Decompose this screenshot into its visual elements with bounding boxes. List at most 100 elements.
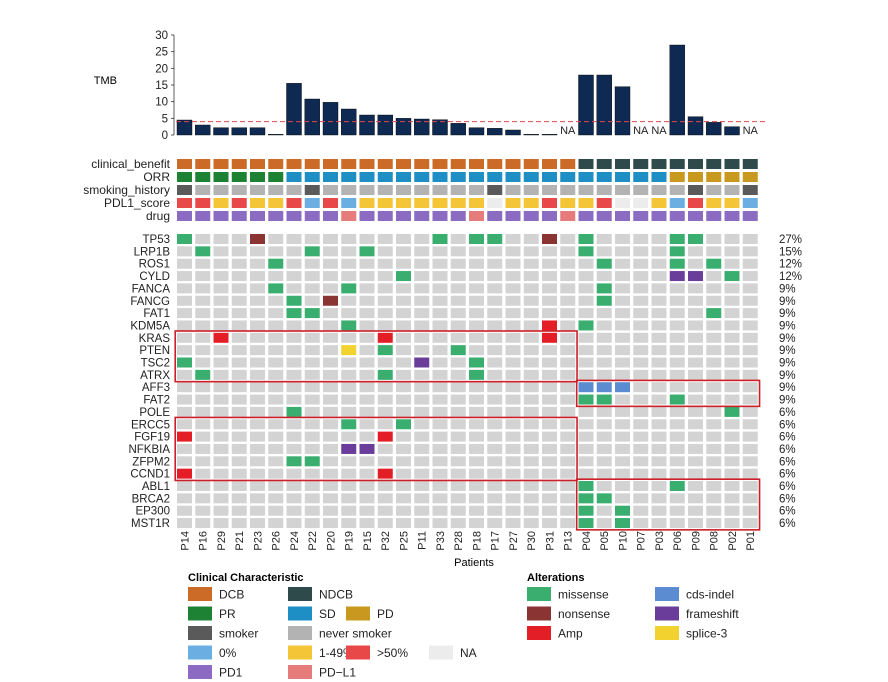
- empty-cell: [414, 320, 430, 331]
- empty-cell: [633, 406, 649, 417]
- empty-cell: [523, 468, 539, 479]
- empty-cell: [560, 419, 576, 430]
- empty-cell: [286, 419, 302, 430]
- empty-cell: [487, 518, 503, 529]
- empty-cell: [323, 456, 338, 467]
- clinical-cell: [469, 198, 484, 208]
- empty-cell: [195, 443, 211, 454]
- empty-cell: [377, 246, 393, 257]
- clinical-cell: [304, 211, 320, 221]
- clinical-cell: [323, 159, 338, 169]
- empty-cell: [724, 419, 740, 430]
- empty-cell: [633, 394, 649, 405]
- empty-cell: [250, 481, 265, 491]
- empty-cell: [377, 308, 393, 319]
- empty-cell: [469, 345, 484, 356]
- patient-label: P10: [618, 531, 630, 551]
- empty-cell: [706, 431, 722, 442]
- empty-cell: [688, 308, 703, 319]
- empty-cell: [706, 493, 722, 504]
- empty-cell: [341, 295, 357, 306]
- empty-cell: [560, 357, 576, 368]
- alteration-cell: [304, 308, 320, 319]
- empty-cell: [596, 456, 612, 467]
- empty-cell: [669, 345, 685, 356]
- empty-cell: [359, 493, 375, 504]
- empty-cell: [578, 369, 594, 380]
- empty-cell: [651, 468, 667, 479]
- gene-percent: 6%: [779, 493, 796, 505]
- tmb-bar: [304, 98, 320, 136]
- empty-cell: [669, 468, 685, 479]
- clinical-cell: [177, 159, 192, 169]
- patient-label: P02: [727, 531, 739, 551]
- empty-cell: [195, 431, 211, 442]
- empty-cell: [213, 320, 229, 331]
- empty-cell: [231, 443, 247, 454]
- clinical-cell: [560, 185, 576, 195]
- clinical-cell: [669, 185, 685, 195]
- empty-cell: [177, 258, 192, 269]
- gene-percent: 27%: [779, 234, 802, 246]
- empty-cell: [286, 394, 302, 405]
- alteration-cell: [542, 332, 557, 343]
- clinical-cell: [469, 159, 484, 169]
- alteration-cell: [578, 246, 594, 257]
- empty-cell: [742, 234, 758, 244]
- empty-cell: [487, 505, 503, 516]
- empty-cell: [377, 481, 393, 491]
- gene-label: ROS1: [139, 259, 170, 271]
- clinical-cell: [578, 172, 594, 182]
- alteration-cell: [578, 234, 594, 244]
- empty-cell: [505, 283, 521, 294]
- tmb-bar: [231, 127, 247, 136]
- empty-cell: [286, 345, 302, 356]
- empty-cell: [742, 481, 758, 491]
- empty-cell: [688, 406, 703, 417]
- empty-cell: [669, 308, 685, 319]
- empty-cell: [523, 443, 539, 454]
- gene-label: TP53: [143, 234, 171, 246]
- gene-percent: 6%: [779, 432, 796, 444]
- empty-cell: [250, 246, 265, 257]
- patient-label: P33: [435, 531, 447, 551]
- empty-cell: [706, 505, 722, 516]
- empty-cell: [213, 295, 229, 306]
- legend-clinical-swatch: [429, 645, 453, 660]
- empty-cell: [560, 246, 576, 257]
- empty-cell: [742, 246, 758, 257]
- empty-cell: [213, 271, 229, 282]
- tmb-bar: [377, 114, 393, 136]
- tmb-bar: [578, 74, 594, 136]
- empty-cell: [742, 394, 758, 405]
- clinical-cell: [414, 185, 430, 195]
- empty-cell: [615, 345, 630, 356]
- empty-cell: [560, 283, 576, 294]
- empty-cell: [250, 456, 265, 467]
- legend-alterations-label: splice-3: [686, 627, 728, 641]
- gene-percent: 9%: [779, 333, 796, 345]
- empty-cell: [542, 518, 557, 529]
- gene-label: CCND1: [130, 469, 170, 481]
- tmb-bar: [468, 127, 485, 136]
- clinical-cell: [414, 198, 430, 208]
- alteration-cell: [615, 518, 630, 529]
- empty-cell: [469, 332, 484, 343]
- empty-cell: [213, 468, 229, 479]
- empty-cell: [213, 394, 229, 405]
- empty-cell: [560, 406, 576, 417]
- gene-percent: 6%: [779, 407, 796, 419]
- patient-label: P15: [362, 531, 374, 551]
- empty-cell: [523, 283, 539, 294]
- empty-cell: [633, 369, 649, 380]
- empty-cell: [469, 320, 484, 331]
- empty-cell: [250, 518, 265, 529]
- empty-cell: [487, 308, 503, 319]
- empty-cell: [542, 369, 557, 380]
- gene-label: BRCA2: [132, 493, 170, 505]
- empty-cell: [633, 357, 649, 368]
- x-axis-title: Patients: [454, 557, 494, 569]
- alteration-cell: [341, 320, 357, 331]
- empty-cell: [596, 505, 612, 516]
- empty-cell: [359, 271, 375, 282]
